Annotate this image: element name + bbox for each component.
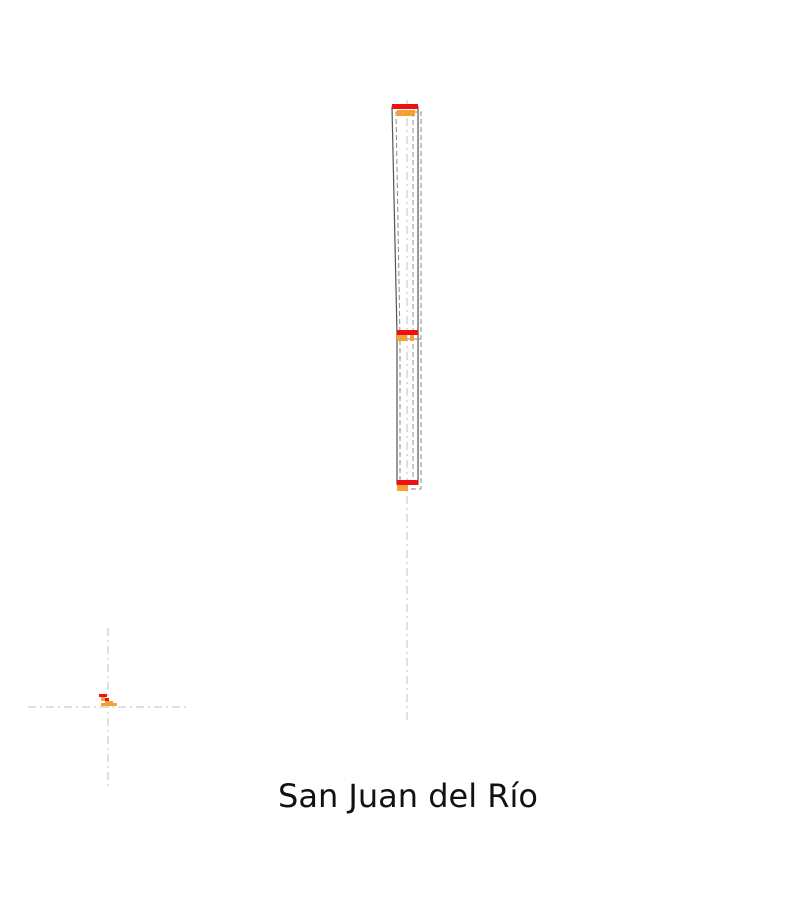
top-marker-orange: [397, 110, 415, 116]
middle-marker-orange-right: [410, 335, 414, 341]
cluster-red-1: [99, 694, 107, 697]
tower-structure: [391, 104, 422, 491]
tower-upper-dashed-outline: [395, 111, 422, 340]
bottom-marker-orange: [397, 485, 408, 491]
cluster-red-2: [103, 698, 109, 701]
place-caption: San Juan del Río: [278, 777, 538, 815]
cluster-orange-3: [101, 703, 117, 706]
middle-marker-red: [397, 330, 418, 335]
cluster-orange-1: [101, 697, 105, 701]
middle-marker-orange-left: [397, 335, 407, 341]
tower-upper-outline: [391, 106, 419, 335]
bottom-marker-red: [397, 480, 418, 485]
top-marker-red: [392, 104, 418, 109]
location-marker-cluster: [99, 694, 117, 706]
